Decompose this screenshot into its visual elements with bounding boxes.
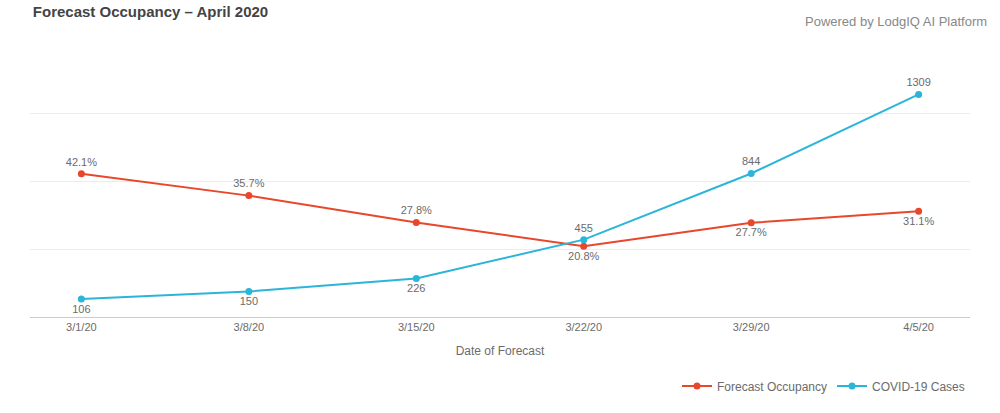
svg-text:Forecast Occupancy – April 202: Forecast Occupancy – April 2020 [33,3,268,20]
svg-text:Forecast Occupancy: Forecast Occupancy [717,380,827,394]
svg-text:4/5/20: 4/5/20 [903,321,934,333]
svg-text:844: 844 [742,155,760,167]
svg-text:3/1/20: 3/1/20 [66,321,97,333]
svg-text:455: 455 [575,222,593,234]
svg-text:31.1%: 31.1% [903,215,934,227]
svg-text:3/22/20: 3/22/20 [565,321,602,333]
svg-text:20.8%: 20.8% [568,250,599,262]
svg-text:3/8/20: 3/8/20 [234,321,265,333]
svg-text:226: 226 [407,282,425,294]
svg-text:35.7%: 35.7% [233,177,264,189]
svg-text:Date of Forecast: Date of Forecast [456,344,545,358]
svg-text:3/29/20: 3/29/20 [733,321,770,333]
svg-text:150: 150 [240,295,258,307]
svg-text:COVID-19 Cases: COVID-19 Cases [872,380,965,394]
svg-text:27.7%: 27.7% [736,226,767,238]
svg-text:1309: 1309 [906,76,930,88]
svg-text:106: 106 [72,303,90,315]
svg-text:3/15/20: 3/15/20 [398,321,435,333]
svg-text:Powered by LodgIQ AI Platform: Powered by LodgIQ AI Platform [805,14,987,29]
svg-text:27.8%: 27.8% [401,204,432,216]
svg-text:42.1%: 42.1% [66,156,97,168]
